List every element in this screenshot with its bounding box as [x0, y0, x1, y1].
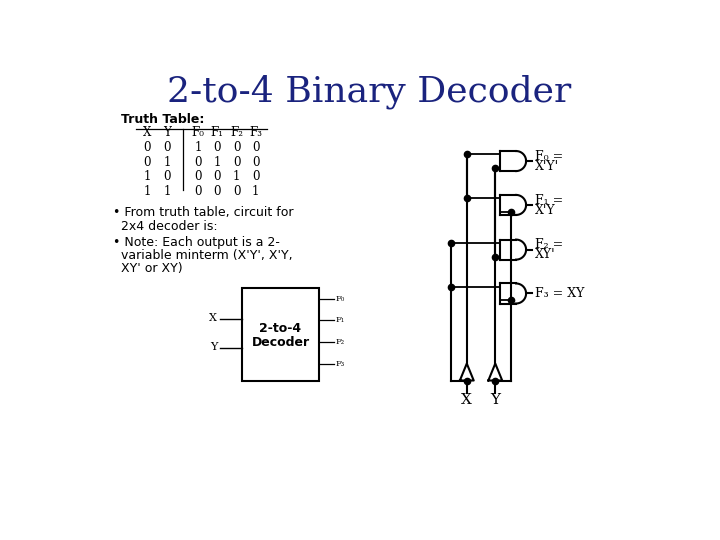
Text: X'Y': X'Y'	[535, 160, 559, 173]
Text: 1: 1	[163, 156, 171, 168]
Text: 0: 0	[252, 141, 260, 154]
Text: X: X	[143, 126, 151, 139]
Bar	[242, 288, 319, 381]
Text: X'Y: X'Y	[535, 204, 556, 217]
Text: F₃ = XY: F₃ = XY	[535, 287, 585, 300]
Text: 0: 0	[163, 170, 171, 183]
Text: 1: 1	[143, 170, 151, 183]
Text: Truth Table:: Truth Table:	[121, 112, 204, 125]
Text: 0: 0	[233, 185, 240, 198]
Text: 0: 0	[143, 156, 151, 168]
Text: 0: 0	[163, 141, 171, 154]
Text: XY': XY'	[535, 248, 556, 261]
Text: 0: 0	[214, 170, 221, 183]
Text: F₀ =: F₀ =	[535, 150, 564, 163]
Text: Y: Y	[210, 342, 217, 353]
Text: 0: 0	[194, 185, 202, 198]
Text: X: X	[462, 393, 472, 407]
Text: F₂: F₂	[336, 338, 345, 346]
Text: X: X	[210, 313, 217, 323]
Text: 0: 0	[252, 170, 260, 183]
Text: Y: Y	[490, 393, 500, 407]
Text: 0: 0	[233, 141, 240, 154]
Text: 1: 1	[233, 170, 240, 183]
Text: F₀: F₀	[336, 295, 345, 303]
Text: 0: 0	[194, 156, 202, 168]
Text: 0: 0	[194, 170, 202, 183]
Text: F₁: F₁	[211, 126, 224, 139]
Text: F₂: F₂	[230, 126, 243, 139]
Text: 0: 0	[214, 185, 221, 198]
Text: F₃: F₃	[249, 126, 262, 139]
Text: 2-to-4: 2-to-4	[259, 322, 302, 335]
Text: F₁: F₁	[336, 316, 345, 325]
Text: 0: 0	[214, 141, 221, 154]
Text: XY' or XY): XY' or XY)	[121, 262, 183, 275]
Text: 0: 0	[143, 141, 151, 154]
Text: 2x4 decoder is:: 2x4 decoder is:	[121, 220, 217, 233]
Text: 1: 1	[194, 141, 202, 154]
Text: F₀: F₀	[192, 126, 204, 139]
Text: 0: 0	[252, 156, 260, 168]
Text: F₃: F₃	[336, 360, 345, 368]
Text: variable minterm (X'Y', X'Y,: variable minterm (X'Y', X'Y,	[121, 249, 293, 262]
Text: 2-to-4 Binary Decoder: 2-to-4 Binary Decoder	[167, 75, 571, 109]
Text: 1: 1	[214, 156, 221, 168]
Text: • Note: Each output is a 2-: • Note: Each output is a 2-	[113, 236, 280, 249]
Text: • From truth table, circuit for: • From truth table, circuit for	[113, 206, 294, 219]
Text: F₂ =: F₂ =	[535, 239, 564, 252]
Text: 0: 0	[233, 156, 240, 168]
Text: 1: 1	[143, 185, 151, 198]
Text: 1: 1	[163, 185, 171, 198]
Text: F₁ =: F₁ =	[535, 194, 564, 207]
Text: 1: 1	[252, 185, 259, 198]
Text: Y: Y	[163, 126, 171, 139]
Text: Decoder: Decoder	[251, 335, 310, 348]
